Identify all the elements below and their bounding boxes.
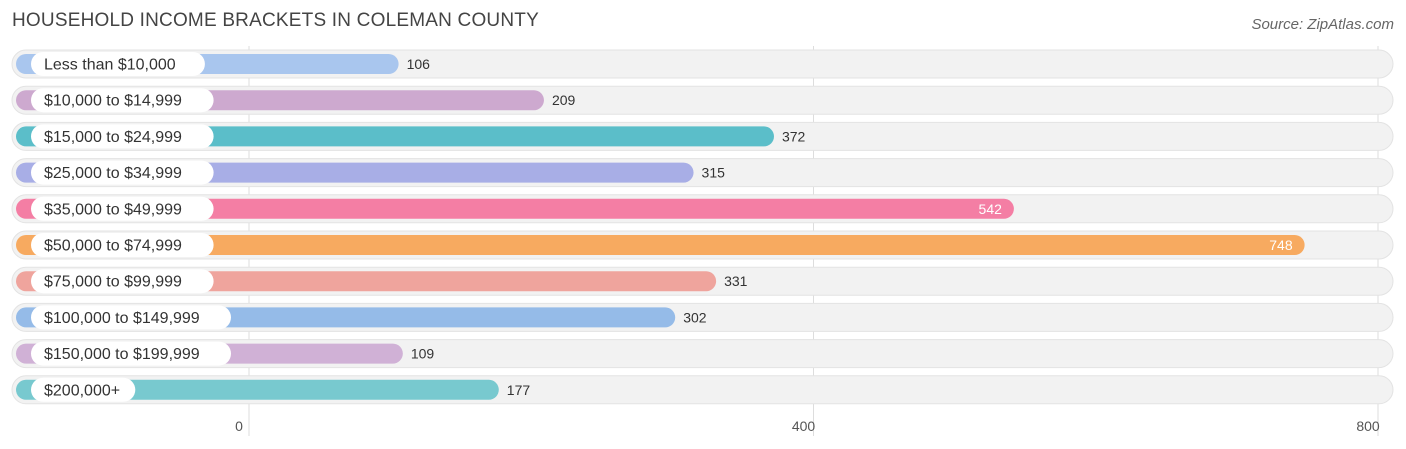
category-pill — [31, 269, 214, 294]
value-label: 302 — [683, 309, 707, 325]
category-pill — [31, 233, 214, 257]
value-label: 748 — [1269, 237, 1293, 253]
x-axis: 0 400 800 — [235, 418, 1380, 434]
value-label: 109 — [411, 346, 435, 362]
bar-row: $75,000 to $99,999 331 — [11, 266, 1394, 296]
value-label: 209 — [552, 92, 576, 108]
bar-row: $100,000 to $149,999 302 — [11, 302, 1394, 332]
bar-row: $15,000 to $24,999 372 — [11, 121, 1394, 151]
category-label: Less than $10,000 — [44, 57, 176, 74]
category-pill — [31, 160, 214, 185]
value-label: 106 — [407, 56, 431, 72]
category-label: $50,000 to $74,999 — [44, 238, 182, 255]
category-label: $10,000 to $14,999 — [44, 93, 182, 110]
category-pill — [31, 305, 231, 330]
category-label: $15,000 to $24,999 — [44, 129, 182, 146]
category-label: $200,000+ — [44, 382, 120, 399]
chart-title: HOUSEHOLD INCOME BRACKETS IN COLEMAN COU… — [12, 10, 539, 31]
category-pill — [31, 196, 214, 221]
value-label: 315 — [702, 165, 726, 181]
category-pill — [31, 88, 214, 113]
value-label: 177 — [507, 382, 531, 398]
bar — [16, 198, 1014, 219]
value-label: 331 — [724, 273, 748, 289]
category-label: $35,000 to $49,999 — [44, 201, 182, 218]
bar — [16, 379, 499, 400]
category-label: $100,000 to $149,999 — [44, 310, 200, 327]
category-label: $150,000 to $199,999 — [44, 346, 200, 363]
category-label: $25,000 to $34,999 — [44, 165, 182, 182]
bar — [16, 235, 1305, 255]
tick-label: 800 — [1356, 418, 1380, 434]
category-pill — [31, 341, 231, 366]
bar-row: $25,000 to $34,999 315 — [11, 158, 1394, 188]
bar-row: $35,000 to $49,999 542 — [11, 194, 1394, 224]
category-pill — [31, 124, 214, 149]
tick-label: 0 — [235, 418, 243, 434]
category-pill — [31, 377, 136, 402]
bar-row: Less than $10,000 106 — [11, 49, 1394, 79]
category-label: $75,000 to $99,999 — [44, 274, 182, 291]
value-label: 372 — [782, 128, 806, 144]
chart-source: Source: ZipAtlas.com — [1251, 16, 1394, 33]
category-pill — [31, 52, 205, 76]
bar-row: $200,000+ 177 — [11, 375, 1394, 405]
bar-row: $150,000 to $199,999 109 — [11, 339, 1394, 369]
bar-row: $10,000 to $14,999 209 — [11, 85, 1394, 115]
bar-row: $50,000 to $74,999 748 — [11, 230, 1394, 260]
value-label: 542 — [979, 201, 1003, 217]
tick-label: 400 — [792, 418, 816, 434]
